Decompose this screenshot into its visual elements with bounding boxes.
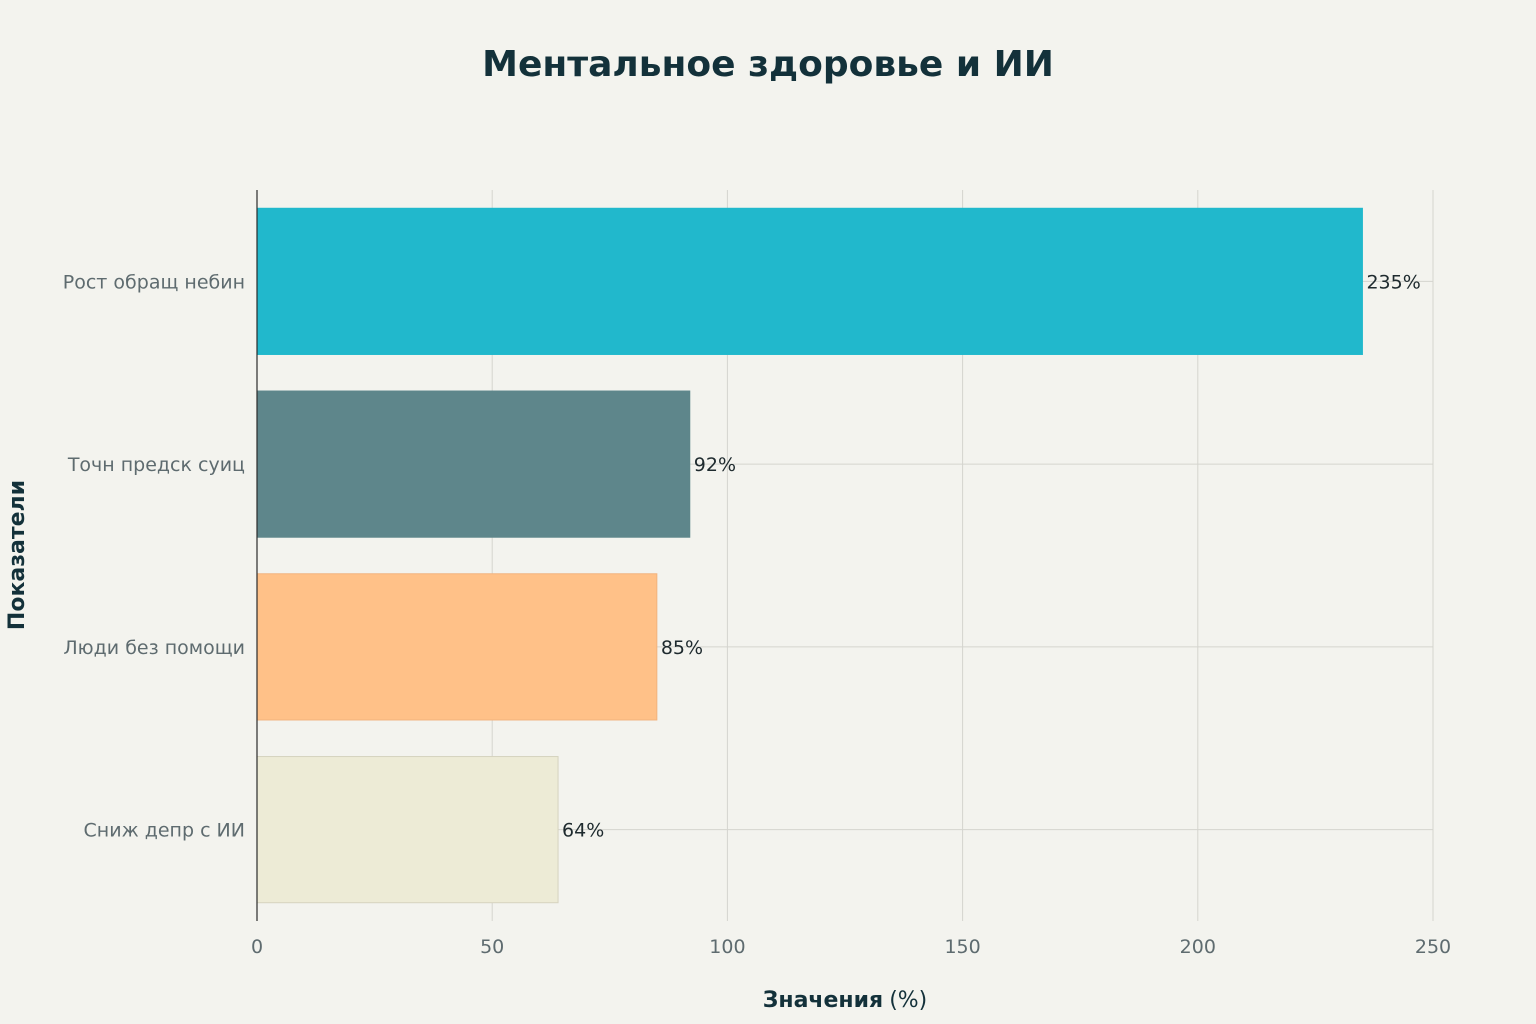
bars — [256, 207, 1363, 904]
chart-title: Ментальное здоровье и ИИ — [482, 44, 1054, 85]
y-tick-label: Точн предск суиц — [67, 454, 245, 476]
x-tick-label: 100 — [709, 936, 745, 958]
x-tick-label: 50 — [480, 936, 504, 958]
x-tick-label: 150 — [944, 936, 980, 958]
y-axis-title: Показатели — [5, 480, 30, 630]
x-tick-label: 250 — [1415, 936, 1451, 958]
x-axis-title: Значения (%) — [763, 988, 928, 1013]
bar-value-label: 85% — [661, 637, 703, 659]
bar — [256, 207, 1363, 355]
x-axis-title-main: Значения — [763, 988, 883, 1013]
x-axis-title-unit: (%) — [889, 988, 927, 1013]
labels: 0 50 100 150 200 250 235% Рост обращ небин 92% То… — [63, 271, 1451, 958]
bar-value-label: 92% — [694, 454, 736, 476]
bar — [256, 756, 559, 904]
bar — [256, 573, 658, 721]
x-tick-label: 200 — [1180, 936, 1216, 958]
y-tick-label: Рост обращ небин — [63, 271, 245, 293]
x-tick-label: 0 — [251, 936, 263, 958]
bar — [256, 390, 691, 538]
bar-value-label: 64% — [562, 820, 604, 842]
y-tick-label: Сниж депр с ИИ — [84, 820, 245, 842]
y-tick-label: Люди без помощи — [63, 637, 245, 659]
bar-value-label: 235% — [1366, 271, 1420, 293]
